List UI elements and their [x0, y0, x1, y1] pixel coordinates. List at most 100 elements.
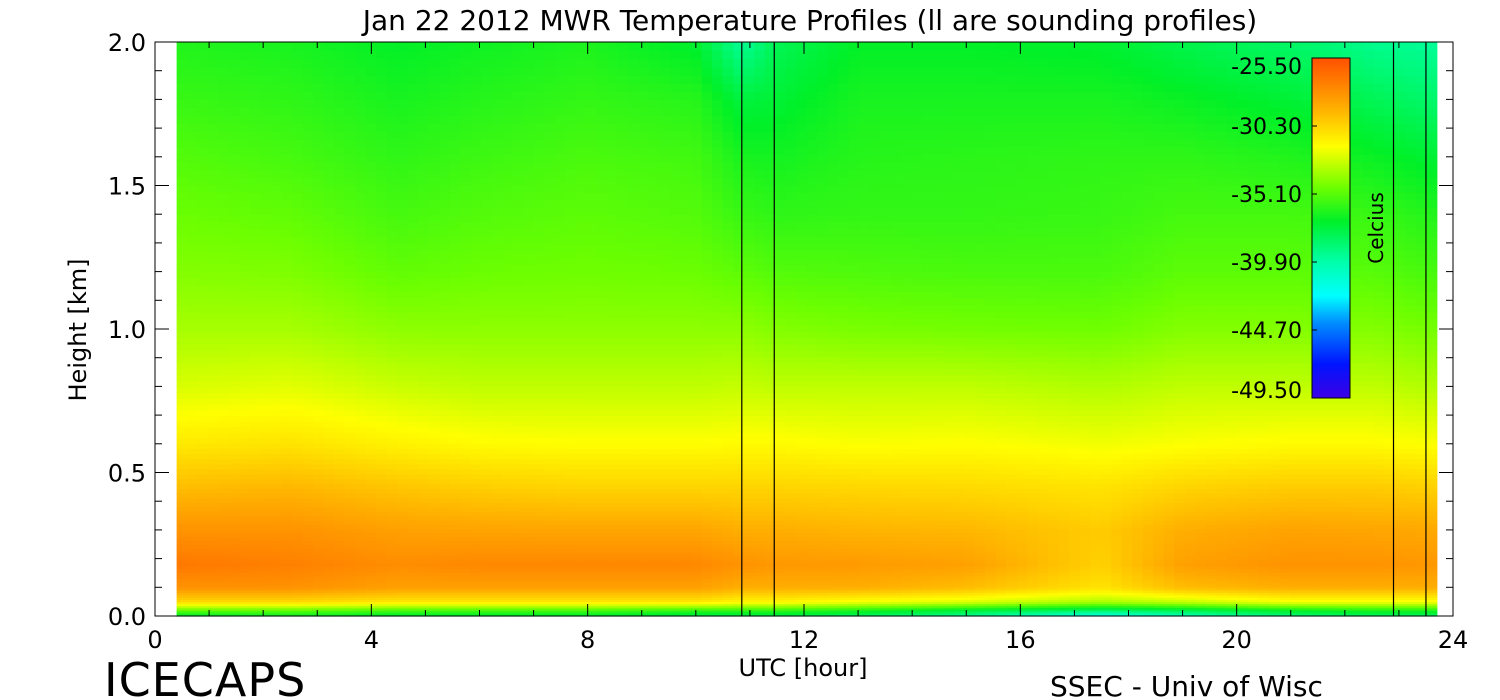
- heatmap-cell: [460, 613, 472, 615]
- heatmap-cell: [617, 532, 629, 537]
- heatmap-cell: [313, 453, 325, 460]
- heatmap-cell: [292, 162, 304, 171]
- heatmap-cell: [449, 199, 461, 208]
- heatmap-cell: [271, 243, 283, 251]
- heatmap-cell: [428, 138, 440, 148]
- heatmap-cell: [428, 605, 440, 608]
- heatmap-cell: [460, 536, 472, 541]
- heatmap-cell: [208, 154, 220, 163]
- heatmap-cell: [397, 350, 409, 357]
- heatmap-cell: [638, 380, 650, 388]
- heatmap-cell: [554, 565, 566, 570]
- heatmap-cell: [250, 199, 262, 208]
- heatmap-cell: [323, 271, 335, 279]
- heatmap-cell: [565, 99, 577, 108]
- heatmap-cell: [418, 284, 430, 293]
- heatmap-cell: [334, 601, 346, 605]
- heatmap-cell: [638, 107, 650, 116]
- heatmap-cell: [260, 536, 272, 541]
- heatmap-cell: [502, 380, 514, 388]
- heatmap-cell: [523, 415, 535, 422]
- heatmap-cell: [344, 318, 356, 326]
- heatmap-cell: [376, 250, 388, 258]
- heatmap-cell: [260, 544, 272, 549]
- heatmap-cell: [470, 75, 482, 84]
- heatmap-cell: [292, 228, 304, 237]
- heatmap-cell: [229, 404, 241, 411]
- heatmap-cell: [554, 154, 566, 163]
- heatmap-cell: [313, 184, 325, 193]
- heatmap-cell: [502, 264, 514, 272]
- heatmap-cell: [397, 540, 409, 545]
- heatmap-cell: [313, 458, 325, 465]
- heatmap-cell: [607, 502, 619, 508]
- heatmap-cell: [208, 483, 220, 489]
- heatmap-cell: [439, 609, 451, 612]
- heatmap-cell: [460, 404, 472, 411]
- heatmap-cell: [491, 228, 503, 237]
- heatmap-cell: [176, 497, 188, 503]
- heatmap-cell: [271, 584, 283, 588]
- heatmap-cell: [376, 392, 388, 399]
- heatmap-cell: [481, 356, 493, 364]
- heatmap-cell: [239, 613, 251, 615]
- heatmap-cell: [407, 50, 419, 60]
- heatmap-cell: [355, 562, 367, 567]
- heatmap-cell: [512, 192, 524, 201]
- heatmap-cell: [638, 318, 650, 326]
- heatmap-cell: [397, 58, 409, 68]
- heatmap-cell: [586, 138, 598, 148]
- heatmap-cell: [628, 565, 640, 570]
- heatmap-cell: [628, 432, 640, 439]
- heatmap-cell: [239, 524, 251, 529]
- heatmap-cell: [512, 138, 524, 148]
- heatmap-cell: [596, 115, 608, 124]
- heatmap-cell: [586, 488, 598, 494]
- heatmap-cell: [470, 558, 482, 563]
- heatmap-cell: [197, 601, 209, 605]
- heatmap-cell: [208, 386, 220, 394]
- heatmap-cell: [292, 584, 304, 588]
- heatmap-cell: [313, 115, 325, 124]
- heatmap-cell: [407, 177, 419, 186]
- heatmap-cell: [407, 75, 419, 84]
- heatmap-cell: [176, 356, 188, 364]
- heatmap-cell: [533, 386, 545, 394]
- heatmap-cell: [596, 536, 608, 541]
- heatmap-cell: [323, 386, 335, 394]
- heatmap-cell: [239, 415, 251, 422]
- heatmap-cell: [271, 199, 283, 208]
- heatmap-cell: [271, 271, 283, 279]
- heatmap-cell: [502, 581, 514, 585]
- heatmap-cell: [512, 362, 524, 370]
- heatmap-cell: [271, 478, 283, 485]
- heatmap-cell: [649, 610, 661, 613]
- heatmap-cell: [418, 597, 430, 601]
- heatmap-cell: [292, 555, 304, 560]
- heatmap-cell: [208, 291, 220, 299]
- heatmap-cell: [250, 169, 262, 178]
- heatmap-cell: [586, 536, 598, 541]
- heatmap-cell: [187, 50, 199, 60]
- heatmap-cell: [512, 601, 524, 605]
- heatmap-cell: [439, 473, 451, 480]
- heatmap-cell: [460, 605, 472, 608]
- heatmap-cell: [313, 463, 325, 470]
- heatmap-cell: [344, 524, 356, 529]
- heatmap-cell: [260, 609, 272, 612]
- heatmap-cell: [281, 162, 293, 171]
- heatmap-cell: [302, 515, 314, 521]
- heatmap-cell: [176, 442, 188, 449]
- heatmap-cell: [376, 605, 388, 608]
- heatmap-cell: [512, 343, 524, 351]
- heatmap-cell: [397, 99, 409, 108]
- heatmap-cell: [386, 199, 398, 208]
- heatmap-cell: [386, 572, 398, 577]
- heatmap-cell: [470, 572, 482, 577]
- heatmap-cell: [302, 540, 314, 545]
- heatmap-cell: [271, 236, 283, 244]
- heatmap-cell: [418, 350, 430, 357]
- heatmap-cell: [512, 368, 524, 376]
- heatmap-cell: [565, 107, 577, 116]
- heatmap-cell: [586, 592, 598, 596]
